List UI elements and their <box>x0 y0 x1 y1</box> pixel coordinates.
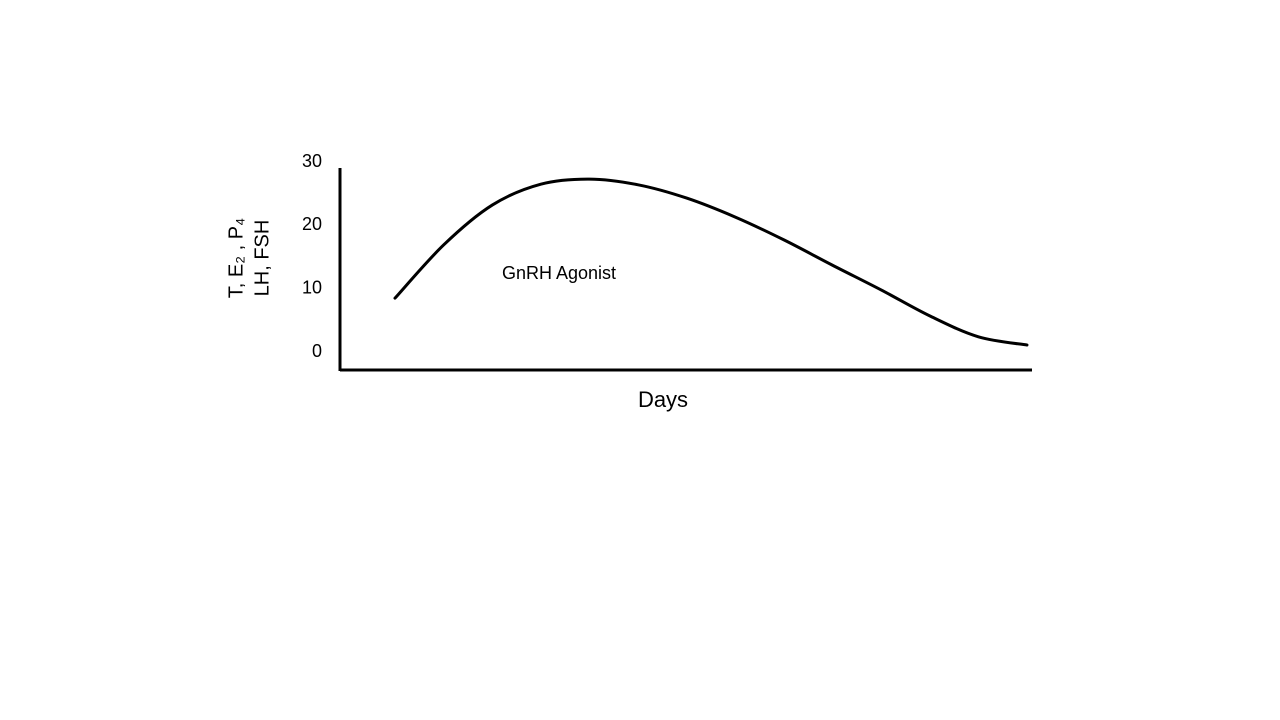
y-tick-label: 20 <box>302 214 322 234</box>
annotation: GnRH Agonist <box>502 263 616 283</box>
y-tick-label: 10 <box>302 277 322 297</box>
y-tick-label: 30 <box>302 151 322 171</box>
y-axis-label-line: LH, FSH <box>251 220 273 297</box>
y-axis-label-line: T, E₂ , P₄ <box>225 218 247 298</box>
x-axis-label: Days <box>638 387 688 412</box>
y-axis-label: T, E₂ , P₄ LH, FSH <box>225 218 273 298</box>
y-tick-label: 0 <box>312 341 322 361</box>
line <box>393 177 1029 347</box>
